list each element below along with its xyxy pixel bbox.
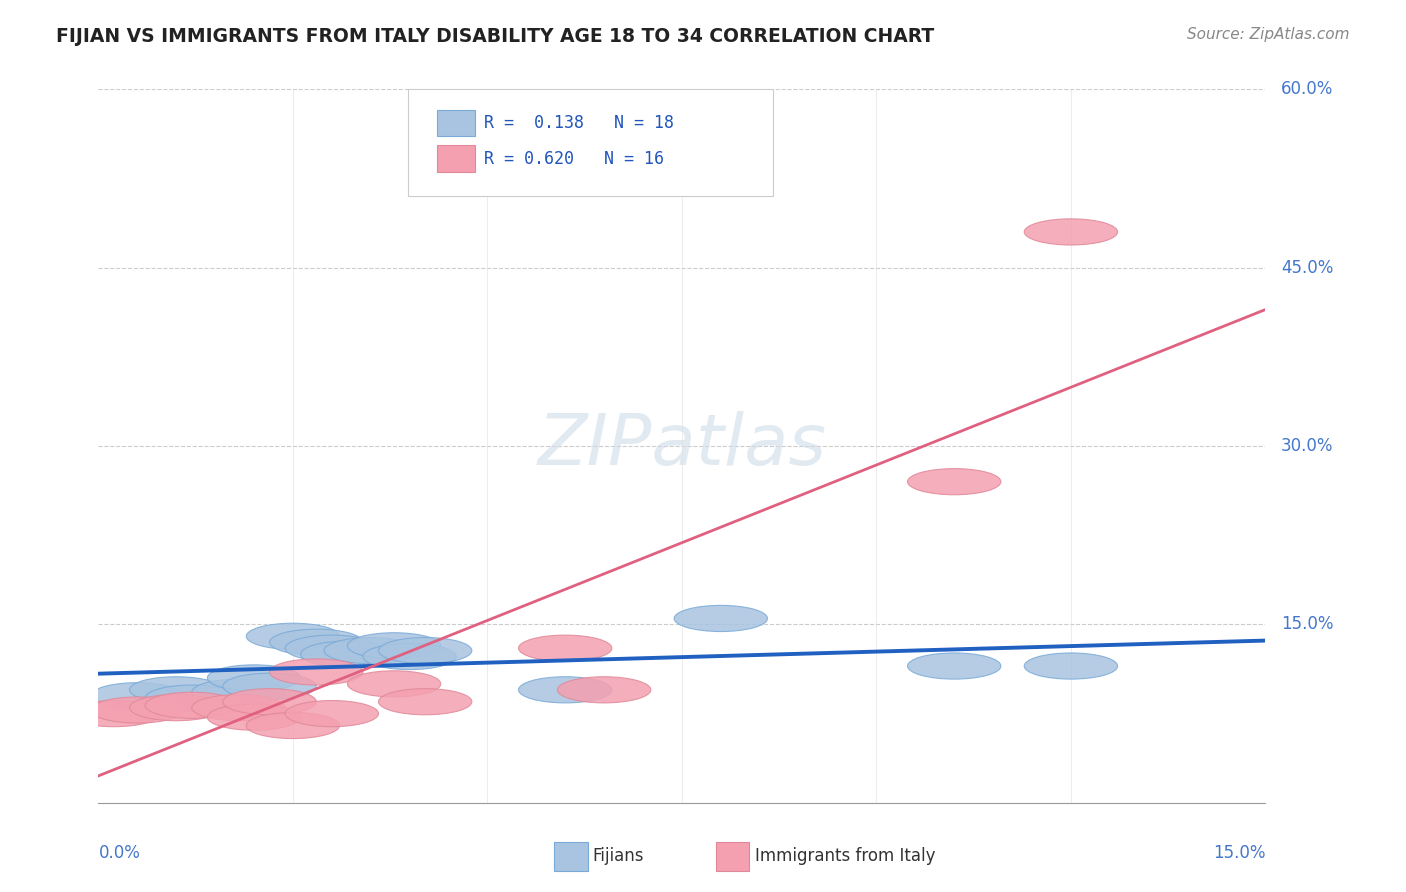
Text: 15.0%: 15.0% (1281, 615, 1333, 633)
Text: 15.0%: 15.0% (1213, 845, 1265, 863)
Ellipse shape (519, 635, 612, 661)
Ellipse shape (285, 700, 378, 727)
Text: ZIPatlas: ZIPatlas (537, 411, 827, 481)
Text: Source: ZipAtlas.com: Source: ZipAtlas.com (1187, 27, 1350, 42)
Ellipse shape (90, 697, 184, 723)
Ellipse shape (285, 635, 378, 661)
Ellipse shape (270, 659, 363, 685)
Ellipse shape (191, 695, 285, 721)
Ellipse shape (129, 677, 224, 703)
Ellipse shape (191, 679, 285, 706)
Ellipse shape (347, 671, 440, 697)
Ellipse shape (224, 673, 316, 699)
Text: R = 0.620   N = 16: R = 0.620 N = 16 (484, 150, 664, 168)
Text: Fijians: Fijians (592, 847, 644, 865)
Ellipse shape (145, 692, 239, 718)
Ellipse shape (207, 665, 301, 691)
Ellipse shape (323, 638, 418, 664)
Text: 0.0%: 0.0% (98, 845, 141, 863)
Text: Immigrants from Italy: Immigrants from Italy (755, 847, 935, 865)
Ellipse shape (301, 641, 394, 667)
Ellipse shape (270, 629, 363, 656)
Ellipse shape (246, 713, 340, 739)
Ellipse shape (246, 624, 340, 649)
Ellipse shape (1024, 219, 1118, 245)
Ellipse shape (145, 685, 239, 711)
Text: FIJIAN VS IMMIGRANTS FROM ITALY DISABILITY AGE 18 TO 34 CORRELATION CHART: FIJIAN VS IMMIGRANTS FROM ITALY DISABILI… (56, 27, 935, 45)
Ellipse shape (673, 606, 768, 632)
Ellipse shape (378, 638, 472, 664)
Ellipse shape (347, 632, 440, 659)
Text: 60.0%: 60.0% (1281, 80, 1333, 98)
Text: 30.0%: 30.0% (1281, 437, 1333, 455)
Ellipse shape (129, 695, 224, 721)
Ellipse shape (224, 689, 316, 714)
Ellipse shape (557, 677, 651, 703)
Text: 45.0%: 45.0% (1281, 259, 1333, 277)
Text: R =  0.138   N = 18: R = 0.138 N = 18 (484, 114, 673, 132)
Ellipse shape (363, 643, 457, 670)
Ellipse shape (378, 689, 472, 714)
Ellipse shape (207, 704, 301, 731)
Ellipse shape (907, 653, 1001, 679)
Ellipse shape (67, 700, 160, 727)
Ellipse shape (1024, 653, 1118, 679)
Ellipse shape (519, 677, 612, 703)
Ellipse shape (90, 682, 184, 709)
Ellipse shape (907, 468, 1001, 495)
